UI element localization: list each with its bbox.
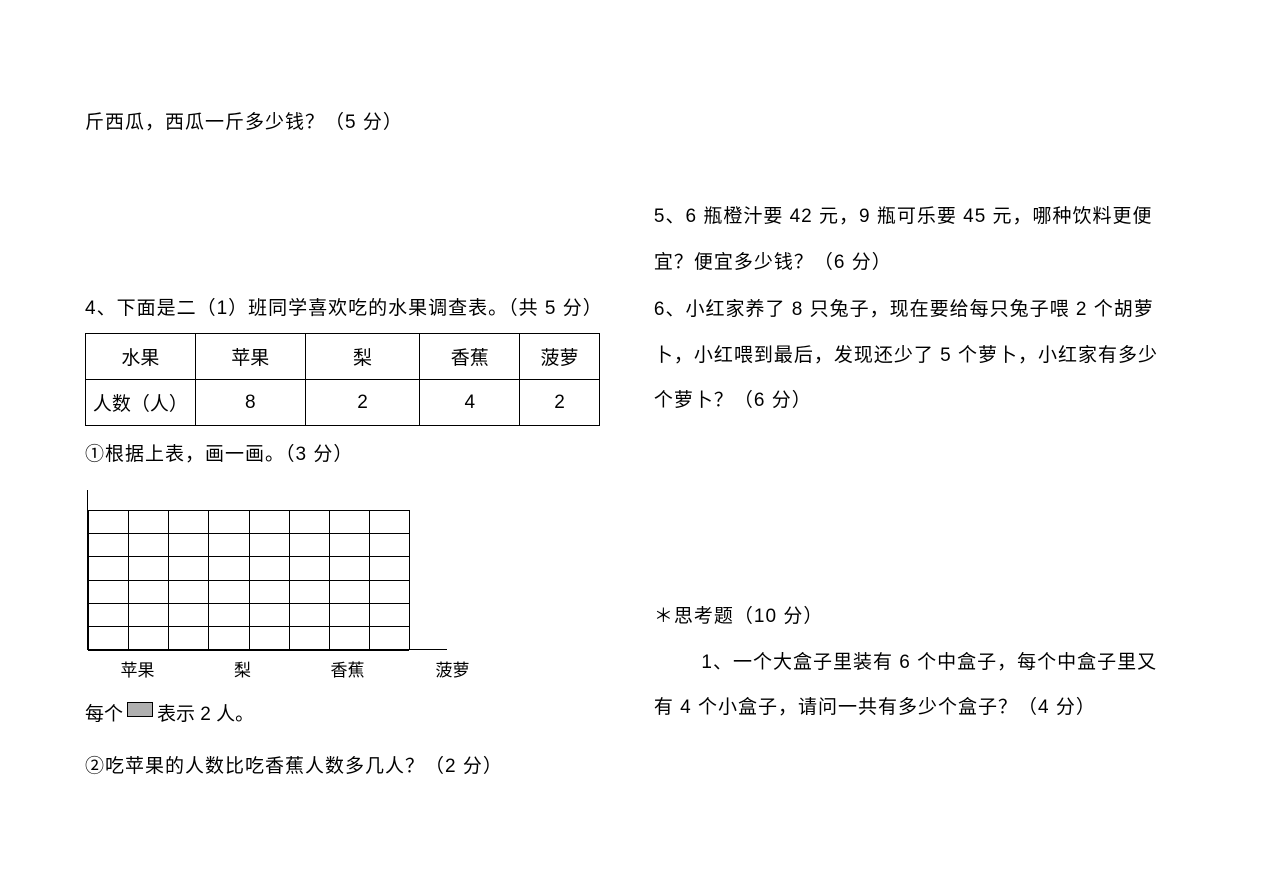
fruit-survey-table: 水果 苹果 梨 香蕉 菠萝 人数（人） 8 2 4 2 (85, 333, 600, 426)
chart-label: 苹果 (105, 656, 170, 681)
thinking-q1-line1: 1、一个大盒子里装有 6 个中盒子，每个中盒子里又 (654, 640, 1183, 686)
q6-line2: 卜，小红喂到最后，发现还少了 5 个萝卜，小红家有多少 (654, 333, 1183, 379)
blank-bar-chart (87, 490, 447, 650)
legend-text: 每个 表示 2 人。 (85, 699, 624, 726)
q5-line1: 5、6 瓶橙汁要 42 元，9 瓶可乐要 45 元，哪种饮料更便 (654, 194, 1183, 240)
chart-grid (88, 510, 410, 650)
chart-x-labels: 苹果 梨 香蕉 菠萝 (105, 656, 624, 681)
table-cell: 菠萝 (520, 334, 600, 380)
table-cell: 4 (420, 380, 520, 426)
legend-box-icon (127, 702, 153, 717)
table-cell: 梨 (305, 334, 420, 380)
sub-question-2: ②吃苹果的人数比吃香蕉人数多几人？（2 分） (85, 744, 624, 790)
thinking-q1-line2: 有 4 个小盒子，请问一共有多少个盒子？（4 分） (654, 685, 1183, 731)
table-row: 水果 苹果 梨 香蕉 菠萝 (86, 334, 600, 380)
table-row: 人数（人） 8 2 4 2 (86, 380, 600, 426)
table-cell: 人数（人） (86, 380, 196, 426)
table-cell: 2 (520, 380, 600, 426)
table-cell: 香蕉 (420, 334, 520, 380)
q6-line1: 6、小红家养了 8 只兔子，现在要给每只兔子喂 2 个胡萝 (654, 287, 1183, 333)
q6-line3: 个萝卜？（6 分） (654, 378, 1183, 424)
table-cell: 8 (195, 380, 305, 426)
q4-intro-text: 4、下面是二（1）班同学喜欢吃的水果调查表。（共 5 分） (85, 286, 624, 332)
q5-line2: 宜？便宜多少钱？（6 分） (654, 240, 1183, 286)
sub-question-1: ①根据上表，画一画。（3 分） (85, 432, 624, 478)
legend-prefix: 每个 (85, 699, 123, 726)
chart-label: 菠萝 (420, 656, 485, 681)
chart-label: 梨 (210, 656, 275, 681)
thinking-question-title: ＊思考题（10 分） (654, 594, 1183, 640)
table-cell: 苹果 (195, 334, 305, 380)
table-cell: 2 (305, 380, 420, 426)
chart-label: 香蕉 (315, 656, 380, 681)
table-cell: 水果 (86, 334, 196, 380)
legend-suffix: 表示 2 人。 (157, 699, 254, 726)
q3-tail-text: 斤西瓜，西瓜一斤多少钱？（5 分） (85, 100, 624, 146)
